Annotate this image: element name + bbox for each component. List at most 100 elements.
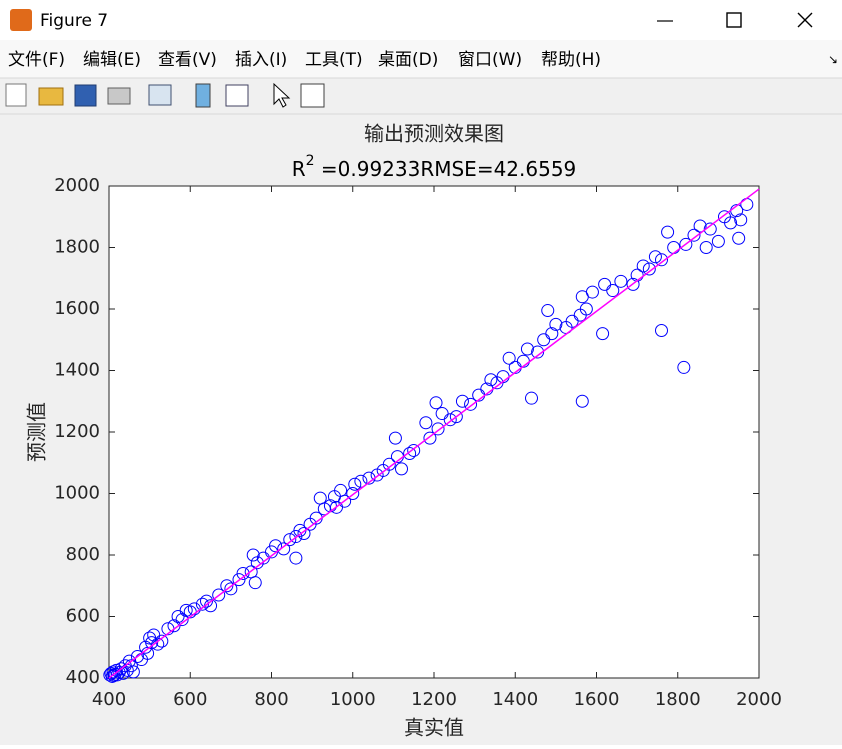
scatter-point — [537, 333, 551, 347]
tool-new[interactable] — [5, 83, 27, 107]
scatter-point — [693, 219, 707, 233]
y-tick-label: 600 — [66, 606, 100, 627]
scatter-point — [648, 250, 662, 264]
scatter-point — [151, 637, 165, 651]
scatter-point — [579, 302, 593, 316]
scatter-point — [382, 457, 396, 471]
scatter-point — [145, 636, 159, 650]
scatter-point — [283, 533, 297, 547]
y-tick-label: 1200 — [54, 421, 100, 442]
tool-save[interactable] — [74, 84, 97, 107]
tool-legend[interactable] — [225, 84, 249, 107]
scatter-point — [531, 345, 545, 359]
scatter-point — [246, 548, 260, 562]
scatter-point — [443, 413, 457, 427]
scatter-point — [484, 373, 498, 387]
scatter-point — [348, 477, 362, 491]
scatter-point — [626, 277, 640, 291]
scatter-point — [614, 274, 628, 288]
x-tick-label: 1200 — [411, 689, 457, 710]
toolbar — [5, 82, 325, 108]
menu-group: 文件(F) 编辑(E) 查看(V) 插入(I) 工具(T) 桌面(D) 窗口(W) 帮助(H) — [8, 50, 601, 70]
subtitle-text: =0.99233RMSE=42.6559 — [315, 157, 577, 181]
tool-property[interactable] — [300, 83, 325, 108]
scatter-point — [212, 588, 226, 602]
chart-subtitle: R2 =0.99233RMSE=42.6559 — [292, 153, 577, 181]
title-bar — [0, 0, 842, 40]
scatter-point — [289, 551, 303, 565]
scatter-point — [585, 285, 599, 299]
tool-link[interactable] — [148, 84, 172, 106]
x-tick-label: 1600 — [574, 689, 620, 710]
y-tick-label: 800 — [66, 544, 100, 565]
scatter-point — [346, 487, 360, 500]
scatter-point — [126, 665, 140, 679]
tool-pointer[interactable] — [273, 82, 291, 108]
scatter-point — [155, 634, 169, 648]
scatter-point — [449, 410, 463, 424]
menu-item[interactable]: 窗口(W) — [458, 50, 522, 70]
scatter-point — [661, 225, 675, 239]
tool-colorbar[interactable] — [195, 83, 211, 108]
scatter-point — [419, 416, 433, 430]
scatter-point — [606, 284, 620, 298]
subtitle-base: R — [292, 157, 306, 181]
scatter-point — [455, 394, 469, 408]
scatter-point — [431, 422, 445, 436]
y-tick-label: 1800 — [54, 237, 100, 258]
scatter-point — [596, 327, 610, 341]
scatter-point — [224, 582, 238, 596]
scatter-point — [549, 317, 563, 331]
maximize-button[interactable] — [726, 12, 742, 28]
menu-item[interactable]: 插入(I) — [235, 50, 287, 70]
scatter-point — [277, 542, 291, 556]
tool-open[interactable] — [38, 87, 64, 106]
scatter-point — [464, 397, 478, 411]
scatter-point — [147, 628, 161, 642]
tool-print[interactable] — [107, 87, 131, 105]
scatter-point — [388, 431, 402, 445]
scatter-point — [734, 213, 748, 227]
y-tick-label: 1000 — [54, 483, 100, 504]
scatter-point — [130, 649, 144, 663]
x-tick-label: 1400 — [492, 689, 538, 710]
scatter-point — [429, 396, 443, 410]
subtitle-superscript: 2 — [306, 153, 315, 169]
close-button[interactable] — [797, 12, 813, 28]
menu-item[interactable]: 文件(F) — [8, 50, 65, 70]
y-tick-label: 1400 — [54, 360, 100, 381]
scatter-point — [655, 324, 668, 338]
x-tick-label: 800 — [254, 689, 288, 710]
scatter-point — [354, 474, 368, 488]
y-tick-label: 1600 — [54, 298, 100, 319]
menu-bar — [0, 40, 842, 78]
scatter-point — [338, 494, 352, 508]
scatter-point — [711, 234, 725, 248]
scatter-point — [423, 431, 437, 445]
scatter-point — [525, 391, 538, 405]
menu-item[interactable]: 编辑(E) — [83, 50, 141, 70]
x-tick-label: 2000 — [736, 689, 782, 710]
menu-item[interactable]: 工具(T) — [305, 50, 363, 70]
x-tick-label: 1800 — [655, 689, 701, 710]
scatter-point — [403, 447, 417, 461]
x-tick-label: 1000 — [330, 689, 376, 710]
scatter-point — [297, 526, 311, 540]
menu-item[interactable]: 帮助(H) — [541, 50, 601, 70]
x-tick-label: 600 — [173, 689, 207, 710]
y-tick-label: 2000 — [54, 175, 100, 196]
menu-item[interactable]: 桌面(D) — [378, 50, 438, 70]
scatter-point — [642, 262, 656, 276]
scatter-point — [565, 314, 579, 328]
menu-item[interactable]: 查看(V) — [158, 50, 217, 70]
scatter-point — [724, 216, 738, 230]
y-tick-label: 400 — [66, 667, 100, 688]
window-title: Figure 7 — [40, 11, 108, 31]
scatter-point — [655, 253, 668, 267]
menu-arrow[interactable]: ↘ — [828, 53, 838, 67]
scatter-point — [545, 327, 559, 341]
scatter-point — [407, 443, 421, 457]
scatter-point — [575, 394, 589, 408]
scatter-point — [435, 407, 449, 421]
scatter-point — [520, 342, 534, 356]
